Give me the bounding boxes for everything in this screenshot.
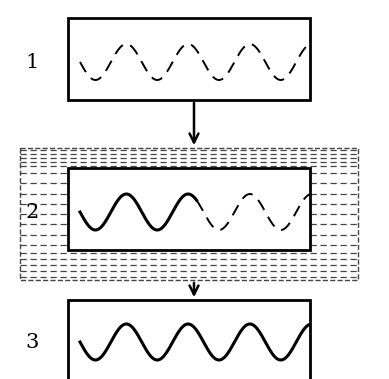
Text: 3: 3 bbox=[25, 332, 39, 351]
Text: 2: 2 bbox=[25, 202, 39, 221]
Bar bbox=[20, 148, 358, 280]
Bar bbox=[68, 168, 310, 250]
Text: 1: 1 bbox=[25, 53, 39, 72]
Bar bbox=[68, 300, 310, 379]
Bar bbox=[20, 148, 358, 280]
Bar bbox=[68, 18, 310, 100]
